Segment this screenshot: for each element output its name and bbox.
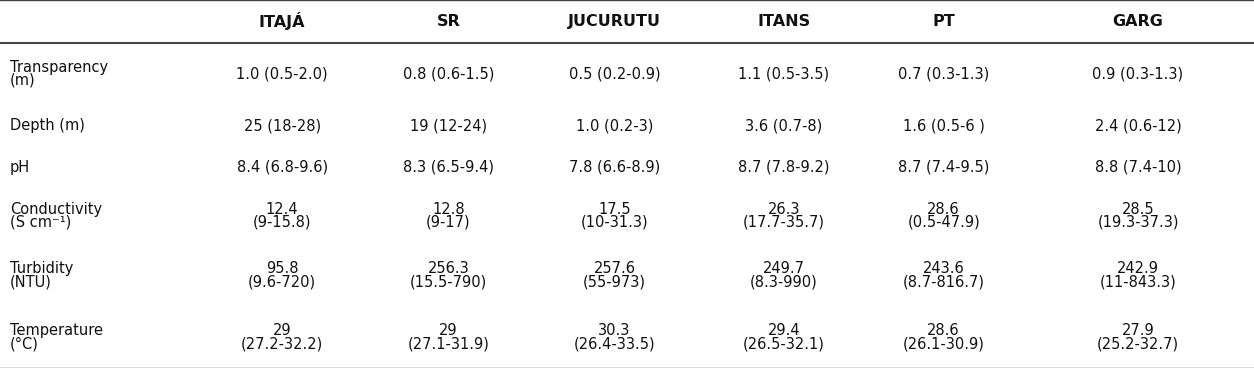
Text: (11-843.3): (11-843.3) [1100, 274, 1176, 289]
Text: 28.6: 28.6 [927, 202, 961, 217]
Text: JUCURUTU: JUCURUTU [568, 14, 661, 29]
Text: (°C): (°C) [10, 336, 39, 351]
Text: (26.1-30.9): (26.1-30.9) [903, 336, 984, 351]
Text: ITAJÁ: ITAJÁ [258, 13, 306, 31]
Text: 12.4: 12.4 [266, 202, 298, 217]
Text: 257.6: 257.6 [593, 261, 636, 276]
Text: (27.2-32.2): (27.2-32.2) [241, 336, 324, 351]
Text: (9.6-720): (9.6-720) [248, 274, 316, 289]
Text: 25 (18-28): 25 (18-28) [243, 118, 321, 134]
Text: 30.3: 30.3 [598, 323, 631, 338]
Text: Transparency: Transparency [10, 60, 108, 75]
Text: 1.1 (0.5-3.5): 1.1 (0.5-3.5) [739, 66, 829, 81]
Text: Conductivity: Conductivity [10, 202, 102, 217]
Text: PT: PT [932, 14, 956, 29]
Text: GARG: GARG [1112, 14, 1164, 29]
Text: 26.3: 26.3 [767, 202, 800, 217]
Text: ITANS: ITANS [757, 14, 810, 29]
Text: 29: 29 [439, 323, 458, 338]
Text: 17.5: 17.5 [598, 202, 631, 217]
Text: 0.9 (0.3-1.3): 0.9 (0.3-1.3) [1092, 66, 1184, 81]
Text: 8.3 (6.5-9.4): 8.3 (6.5-9.4) [403, 160, 494, 175]
Text: 256.3: 256.3 [428, 261, 469, 276]
Text: (15.5-790): (15.5-790) [410, 274, 487, 289]
Text: 242.9: 242.9 [1117, 261, 1159, 276]
Text: (8.7-816.7): (8.7-816.7) [903, 274, 984, 289]
Text: 1.6 (0.5-6 ): 1.6 (0.5-6 ) [903, 118, 984, 134]
Text: 0.7 (0.3-1.3): 0.7 (0.3-1.3) [898, 66, 989, 81]
Text: (9-15.8): (9-15.8) [253, 215, 311, 230]
Text: 19 (12-24): 19 (12-24) [410, 118, 487, 134]
Text: (17.7-35.7): (17.7-35.7) [742, 215, 825, 230]
Text: 28.5: 28.5 [1121, 202, 1155, 217]
Text: 0.8 (0.6-1.5): 0.8 (0.6-1.5) [403, 66, 494, 81]
Text: (55-973): (55-973) [583, 274, 646, 289]
Text: (27.1-31.9): (27.1-31.9) [408, 336, 489, 351]
Text: Temperature: Temperature [10, 323, 103, 338]
Text: 8.7 (7.8-9.2): 8.7 (7.8-9.2) [739, 160, 829, 175]
Text: 0.5 (0.2-0.9): 0.5 (0.2-0.9) [568, 66, 661, 81]
Text: (8.3-990): (8.3-990) [750, 274, 818, 289]
Text: 8.8 (7.4-10): 8.8 (7.4-10) [1095, 160, 1181, 175]
Text: Turbidity: Turbidity [10, 261, 74, 276]
Text: (0.5-47.9): (0.5-47.9) [907, 215, 981, 230]
Text: 95.8: 95.8 [266, 261, 298, 276]
Text: 1.0 (0.2-3): 1.0 (0.2-3) [576, 118, 653, 134]
Text: 27.9: 27.9 [1121, 323, 1155, 338]
Text: (S cm⁻¹): (S cm⁻¹) [10, 215, 71, 230]
Text: (NTU): (NTU) [10, 274, 51, 289]
Text: 29.4: 29.4 [767, 323, 800, 338]
Text: (9-17): (9-17) [426, 215, 470, 230]
Text: 28.6: 28.6 [927, 323, 961, 338]
Text: (m): (m) [10, 72, 35, 88]
Text: 3.6 (0.7-8): 3.6 (0.7-8) [745, 118, 823, 134]
Text: Depth (m): Depth (m) [10, 118, 85, 134]
Text: 29: 29 [273, 323, 291, 338]
Text: (26.4-33.5): (26.4-33.5) [573, 336, 656, 351]
Text: 1.0 (0.5-2.0): 1.0 (0.5-2.0) [236, 66, 329, 81]
Text: (10-31.3): (10-31.3) [581, 215, 648, 230]
Text: 8.4 (6.8-9.6): 8.4 (6.8-9.6) [237, 160, 327, 175]
Text: 8.7 (7.4-9.5): 8.7 (7.4-9.5) [898, 160, 989, 175]
Text: 2.4 (0.6-12): 2.4 (0.6-12) [1095, 118, 1181, 134]
Text: pH: pH [10, 160, 30, 175]
Text: (26.5-32.1): (26.5-32.1) [742, 336, 825, 351]
Text: (25.2-32.7): (25.2-32.7) [1097, 336, 1179, 351]
Text: SR: SR [436, 14, 460, 29]
Text: 249.7: 249.7 [762, 261, 805, 276]
Text: (19.3-37.3): (19.3-37.3) [1097, 215, 1179, 230]
Text: 12.8: 12.8 [431, 202, 465, 217]
Text: 7.8 (6.6-8.9): 7.8 (6.6-8.9) [569, 160, 660, 175]
Text: 243.6: 243.6 [923, 261, 964, 276]
